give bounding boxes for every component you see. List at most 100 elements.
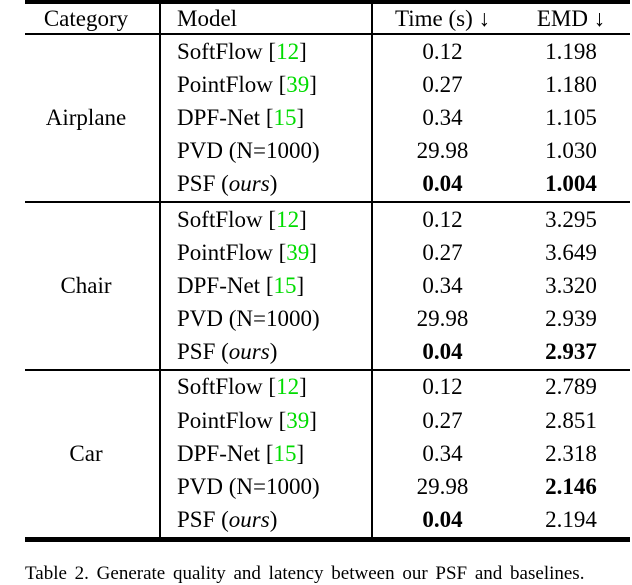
time-value: 0.27: [422, 407, 463, 433]
category-cell: Car: [25, 369, 161, 540]
model-cell: PSF (ours): [160, 335, 373, 370]
model-name: PVD (N=1000): [177, 474, 320, 500]
time-value: 29.98: [416, 138, 469, 164]
table-row: Car SoftFlow [12] 0.12 2.789: [25, 369, 630, 540]
time-value: 29.98: [416, 306, 469, 332]
citation-number[interactable]: 39: [286, 239, 310, 265]
model-name: SoftFlow: [177, 374, 263, 400]
model-name: SoftFlow: [177, 38, 263, 64]
model-name: PointFlow: [177, 407, 273, 433]
emd-value: 2.146: [545, 474, 597, 500]
emd-value: 1.105: [545, 104, 597, 130]
time-value: 29.98: [416, 474, 469, 500]
section-chair: Chair SoftFlow [12] 0.12 3.295 PointFlow [39…: [25, 201, 630, 370]
model-name: DPF-Net: [177, 104, 261, 130]
model-cell: SoftFlow [12]: [160, 369, 373, 405]
time-value: 0.12: [422, 38, 463, 64]
emd-value: 2.789: [545, 374, 597, 400]
emd-value: 2.318: [545, 440, 597, 466]
emd-value: 3.320: [545, 272, 597, 298]
model-name: DPF-Net: [177, 272, 261, 298]
table-row: PointFlow [39] 0.27 3.649: [25, 236, 630, 270]
category-cell: Airplane: [25, 34, 161, 202]
model-name: SoftFlow: [177, 206, 263, 232]
table-row: PVD (N=1000) 29.98 1.030: [25, 134, 630, 168]
table-row: Airplane SoftFlow [12] 0.12 1.198: [25, 34, 630, 202]
model-cell: SoftFlow [12]: [160, 201, 373, 237]
model-cell: PointFlow [39]: [160, 236, 373, 270]
time-value: 0.12: [422, 374, 463, 400]
emd-value: 1.180: [545, 71, 597, 97]
emd-value: 3.649: [545, 239, 597, 265]
citation-number[interactable]: 39: [286, 71, 310, 97]
model-cell: DPF-Net [15]: [160, 437, 373, 471]
table-caption: Table 2. Generate quality and latency be…: [25, 563, 585, 584]
emd-value: 1.004: [545, 171, 597, 197]
emd-value: 1.198: [545, 38, 597, 64]
citation-number[interactable]: 12: [276, 206, 300, 232]
model-cell: SoftFlow [12]: [160, 34, 373, 69]
model-cell: PSF (ours): [160, 167, 373, 202]
citation-number[interactable]: 39: [286, 407, 310, 433]
section-car: Car SoftFlow [12] 0.12 2.789 PointFlow [39] 0…: [25, 369, 630, 540]
time-value: 0.04: [422, 339, 463, 365]
model-cell: PVD (N=1000): [160, 302, 373, 336]
model-name: PSF: [177, 339, 216, 365]
time-value: 0.04: [422, 171, 463, 197]
time-value: 0.27: [422, 71, 463, 97]
model-cell: PSF (ours): [160, 503, 373, 540]
table-row: PSF (ours) 0.04 2.194: [25, 503, 630, 540]
table-row: DPF-Net [15] 0.34 1.105: [25, 101, 630, 135]
citation-number[interactable]: 15: [273, 272, 297, 298]
model-cell: DPF-Net [15]: [160, 101, 373, 135]
model-cell: PVD (N=1000): [160, 470, 373, 504]
time-value: 0.27: [422, 239, 463, 265]
table-header-row: Category Model Time (s) ↓ EMD ↓: [25, 2, 630, 35]
results-table-figure: Category Model Time (s) ↓ EMD ↓ Airplane…: [25, 0, 630, 584]
time-value: 0.12: [422, 206, 463, 232]
model-name: PSF: [177, 171, 216, 197]
time-value: 0.34: [422, 104, 463, 130]
header-emd-down-arrow: EMD ↓: [512, 2, 630, 35]
header-category: Category: [25, 2, 161, 35]
results-table: Category Model Time (s) ↓ EMD ↓ Airplane…: [25, 0, 630, 542]
table-row: PVD (N=1000) 29.98 2.939: [25, 302, 630, 336]
ours-label: ours: [228, 507, 270, 533]
citation-number[interactable]: 12: [276, 374, 300, 400]
model-name: PointFlow: [177, 239, 273, 265]
table-row: Chair SoftFlow [12] 0.12 3.295: [25, 201, 630, 370]
model-cell: PVD (N=1000): [160, 134, 373, 168]
model-name: PSF: [177, 507, 216, 533]
model-cell: DPF-Net [15]: [160, 269, 373, 303]
table-row: PSF (ours) 0.04 2.937: [25, 335, 630, 370]
citation-number[interactable]: 12: [276, 38, 300, 64]
model-name: DPF-Net: [177, 440, 261, 466]
model-cell: PointFlow [39]: [160, 68, 373, 102]
table-row: DPF-Net [15] 0.34 2.318: [25, 437, 630, 471]
table-row: PointFlow [39] 0.27 1.180: [25, 68, 630, 102]
table-row: PVD (N=1000) 29.98 2.146: [25, 470, 630, 504]
emd-value: 2.939: [545, 306, 597, 332]
emd-value: 2.851: [545, 407, 597, 433]
model-cell: PointFlow [39]: [160, 404, 373, 438]
model-name: PointFlow: [177, 71, 273, 97]
ours-label: ours: [228, 339, 270, 365]
table-row: PSF (ours) 0.04 1.004: [25, 167, 630, 202]
emd-value: 2.937: [545, 339, 597, 365]
ours-label: ours: [228, 171, 270, 197]
citation-number[interactable]: 15: [273, 440, 297, 466]
time-value: 0.34: [422, 440, 463, 466]
citation-number[interactable]: 15: [273, 104, 297, 130]
emd-value: 1.030: [545, 138, 597, 164]
table-row: PointFlow [39] 0.27 2.851: [25, 404, 630, 438]
emd-value: 3.295: [545, 206, 597, 232]
model-name: PVD (N=1000): [177, 138, 320, 164]
time-value: 0.04: [422, 507, 463, 533]
emd-value: 2.194: [545, 507, 597, 533]
header-model: Model: [160, 2, 373, 35]
time-value: 0.34: [422, 272, 463, 298]
section-airplane: Airplane SoftFlow [12] 0.12 1.198 PointFlow …: [25, 34, 630, 202]
table-row: DPF-Net [15] 0.34 3.320: [25, 269, 630, 303]
category-cell: Chair: [25, 201, 161, 370]
header-time-down-arrow: Time (s) ↓: [372, 2, 512, 35]
